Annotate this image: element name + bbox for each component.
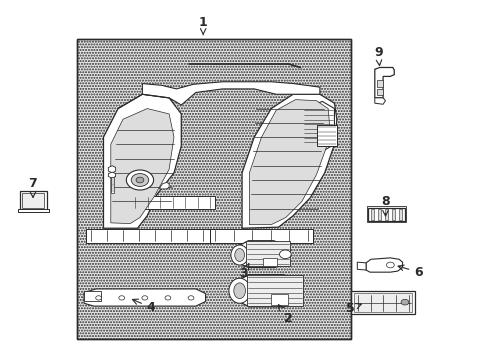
Text: 4: 4 <box>132 299 155 314</box>
Bar <box>22 193 44 208</box>
Polygon shape <box>234 275 302 307</box>
Bar <box>271 294 287 305</box>
Polygon shape <box>374 67 393 98</box>
Ellipse shape <box>234 249 244 261</box>
Polygon shape <box>242 94 336 228</box>
Bar <box>376 89 382 95</box>
Bar <box>20 191 46 210</box>
Bar <box>77 39 351 339</box>
Polygon shape <box>142 82 319 105</box>
Bar <box>376 80 382 87</box>
Text: 2: 2 <box>278 305 292 325</box>
Bar <box>111 177 114 193</box>
Bar <box>77 39 351 339</box>
Bar <box>398 208 401 220</box>
Polygon shape <box>108 166 116 173</box>
Bar <box>210 229 312 243</box>
Bar <box>384 208 387 220</box>
Ellipse shape <box>228 278 250 303</box>
Ellipse shape <box>131 174 148 186</box>
Polygon shape <box>374 98 385 104</box>
Bar <box>317 125 336 146</box>
Circle shape <box>96 296 102 300</box>
Text: 6: 6 <box>397 265 422 279</box>
Polygon shape <box>234 241 290 267</box>
Bar <box>84 291 101 301</box>
Ellipse shape <box>126 170 153 190</box>
Bar <box>377 208 381 220</box>
Circle shape <box>386 262 393 268</box>
Bar <box>130 196 215 208</box>
Polygon shape <box>357 262 366 270</box>
Bar <box>246 275 302 306</box>
Bar <box>391 208 394 220</box>
Bar <box>245 242 289 266</box>
Bar <box>263 258 276 266</box>
Bar <box>86 229 210 243</box>
Polygon shape <box>366 258 402 272</box>
Ellipse shape <box>233 283 245 298</box>
Text: 9: 9 <box>373 46 382 66</box>
Bar <box>19 208 48 212</box>
Bar <box>353 293 411 312</box>
Bar <box>368 207 404 221</box>
Bar <box>370 208 373 220</box>
Circle shape <box>164 296 170 300</box>
Circle shape <box>136 177 143 183</box>
Polygon shape <box>159 183 169 189</box>
Polygon shape <box>84 289 205 306</box>
Polygon shape <box>108 172 116 178</box>
Bar <box>366 206 406 222</box>
Polygon shape <box>302 102 334 152</box>
Polygon shape <box>111 109 174 224</box>
Circle shape <box>119 296 124 300</box>
Bar <box>351 291 414 314</box>
Circle shape <box>142 296 147 300</box>
Ellipse shape <box>230 245 248 265</box>
Text: 5: 5 <box>345 302 361 315</box>
Text: 7: 7 <box>29 177 37 197</box>
Text: 1: 1 <box>199 16 207 35</box>
Polygon shape <box>249 100 329 225</box>
Circle shape <box>400 299 408 305</box>
Text: 3: 3 <box>239 264 248 280</box>
Text: 8: 8 <box>381 195 389 216</box>
Polygon shape <box>103 94 181 228</box>
Circle shape <box>188 296 194 300</box>
Circle shape <box>279 250 290 258</box>
